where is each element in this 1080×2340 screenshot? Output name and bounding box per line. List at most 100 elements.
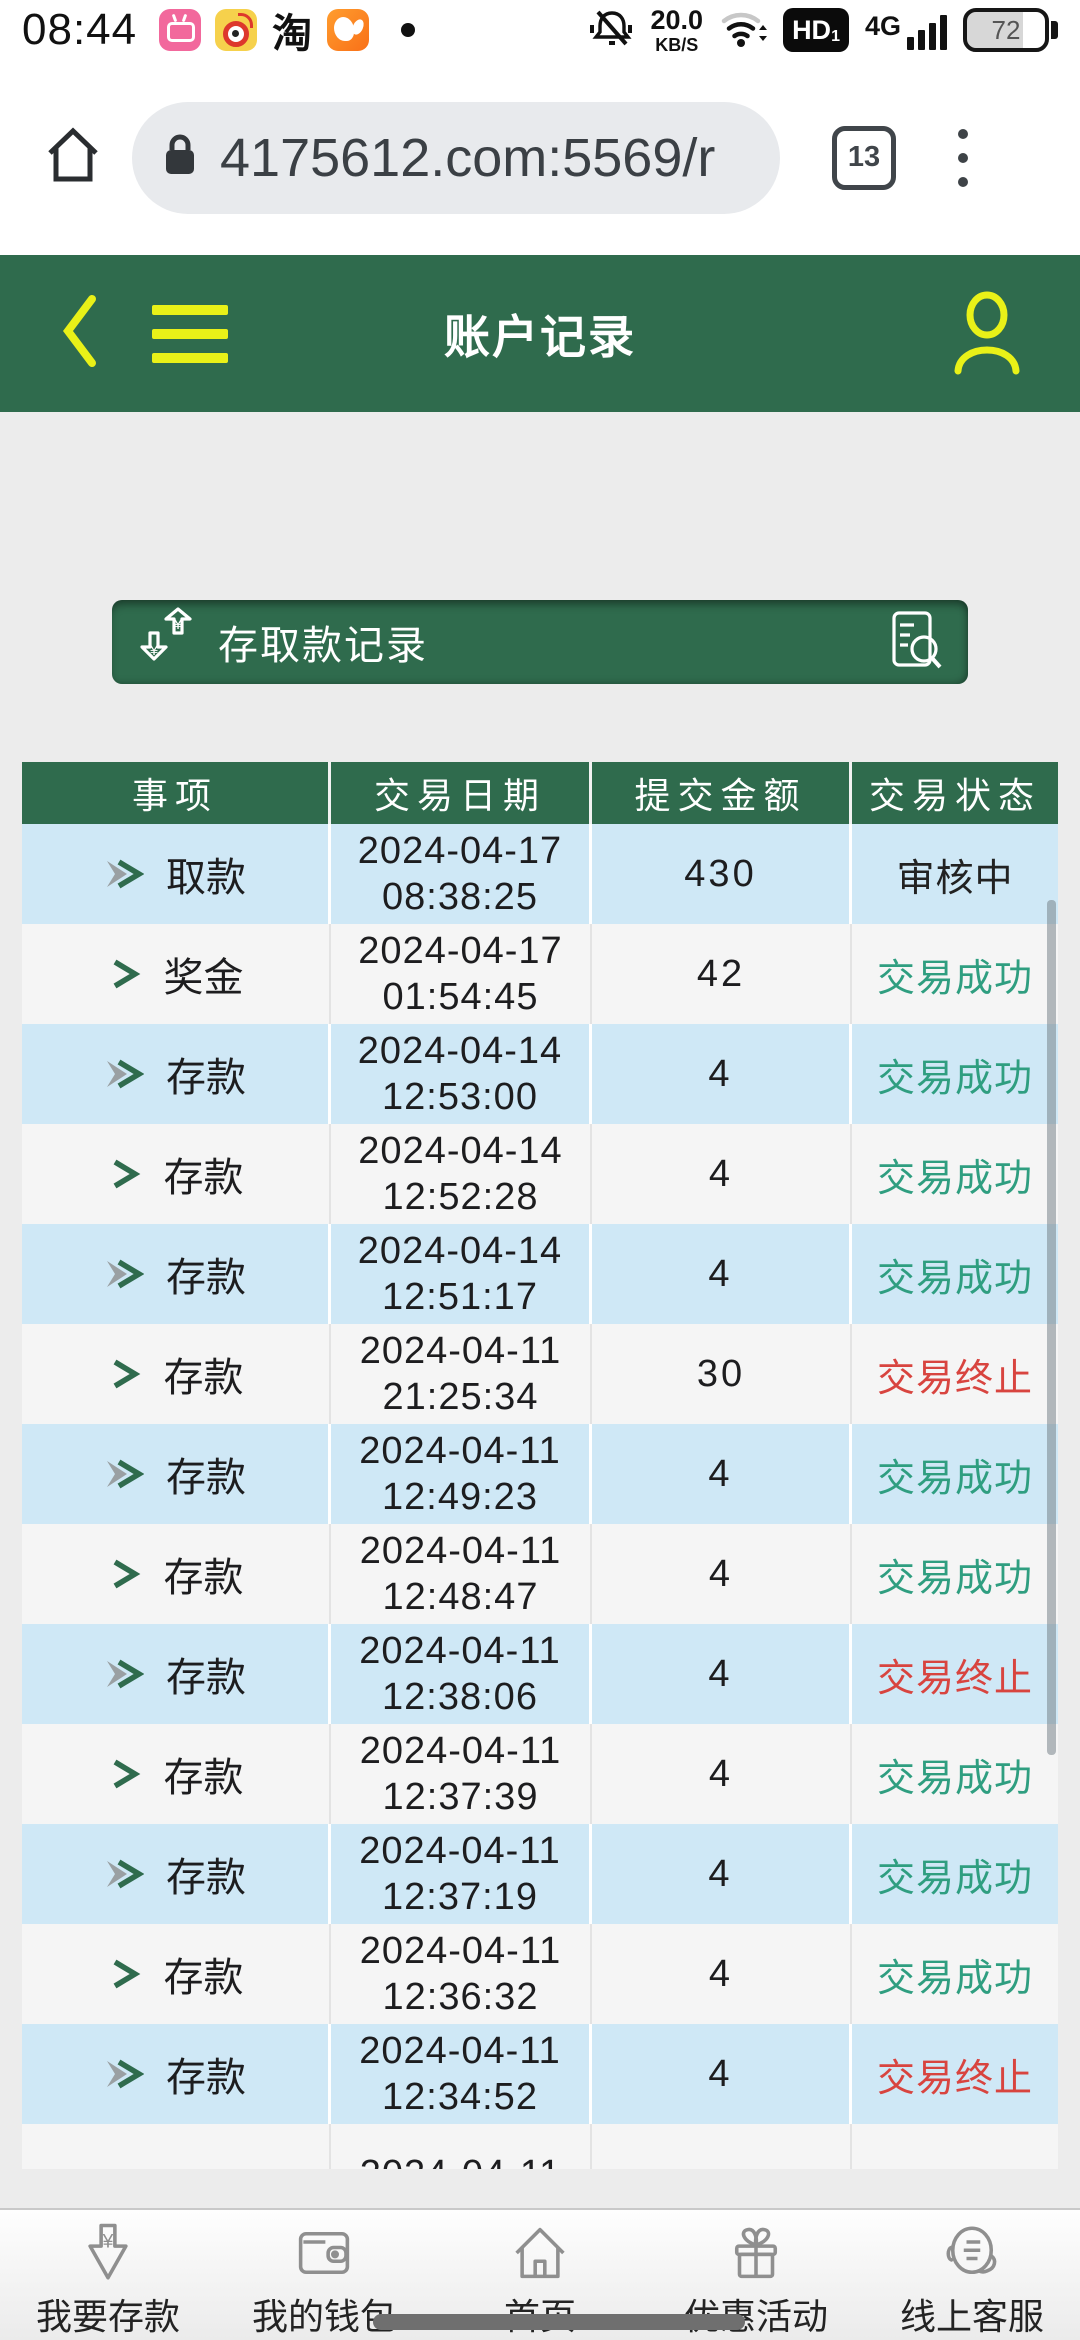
nav-label: 我的钱包 — [251, 2296, 396, 2337]
cell-amount: 4 — [592, 1824, 852, 1924]
browser-home-icon[interactable] — [42, 123, 104, 192]
table-row[interactable]: 存款 2024-04-11 12:48:47 4 交易成功 — [22, 1524, 1058, 1624]
url-bar[interactable]: 4175612.com:5569/r — [132, 101, 780, 214]
profile-icon[interactable] — [946, 287, 1028, 380]
expand-double-arrow-icon[interactable] — [104, 1658, 144, 1690]
bilibili-app-icon — [159, 9, 202, 51]
tab-count-button[interactable]: 13 — [832, 125, 896, 190]
expand-double-arrow-icon[interactable] — [104, 858, 144, 890]
date-value: 2024-04-14 — [357, 1030, 563, 1072]
table-row[interactable]: 存款 2024-04-11 12:34:52 4 交易终止 — [22, 2024, 1058, 2124]
network-speed: 20.0 KB/S — [650, 4, 704, 55]
cell-amount: 4 — [592, 1724, 852, 1824]
col-header-date: 交易日期 — [331, 762, 592, 824]
expand-arrow-icon[interactable] — [108, 1358, 142, 1390]
cell-date: 2024-04-11 12:37:19 — [331, 1824, 592, 1924]
time-value: 12:51:17 — [382, 1276, 538, 1318]
expand-arrow-icon[interactable] — [108, 1558, 142, 1590]
nav-item-promotions[interactable]: 优惠活动 — [648, 2210, 864, 2340]
nav-item-deposit[interactable]: ¥ 我要存款 — [0, 2210, 216, 2340]
table-row[interactable]: 存款 2024-04-11 12:49:23 4 交易成功 — [22, 1424, 1058, 1524]
back-chevron-icon[interactable] — [58, 291, 100, 376]
cell-status: 交易成功 — [876, 1557, 1033, 1600]
time-value: 01:54:45 — [382, 976, 539, 1018]
nav-label: 线上客服 — [899, 2296, 1044, 2337]
date-value: 2024-04-14 — [358, 1130, 563, 1172]
item-label: 存款 — [166, 1056, 246, 1100]
cell-date: 2024-04-11 12:48:47 — [331, 1524, 592, 1624]
col-header-item: 事项 — [22, 762, 331, 824]
cell-item: 存款 — [22, 1624, 331, 1724]
weibo-app-icon — [215, 9, 258, 51]
table-row[interactable]: 存款 2024-04-11 12:37:39 4 交易成功 — [22, 1724, 1058, 1824]
date-value: 2024-04-11 — [360, 2151, 562, 2169]
cell-item — [22, 2124, 331, 2169]
search-records-icon[interactable] — [886, 609, 942, 676]
table-row[interactable]: 存款 2024-04-11 12:38:06 4 交易终止 — [22, 1624, 1058, 1724]
date-value: 2024-04-11 — [359, 2030, 561, 2072]
expand-arrow-icon[interactable] — [108, 1758, 142, 1790]
expand-arrow-icon[interactable] — [108, 1958, 142, 1990]
expand-arrow-icon[interactable] — [108, 1158, 142, 1190]
table-row[interactable]: 存款 2024-04-14 12:51:17 4 交易成功 — [22, 1224, 1058, 1324]
time-value: 12:36:32 — [382, 1976, 539, 2018]
date-value: 2024-04-17 — [357, 830, 563, 872]
cell-amount: 4 — [592, 1924, 852, 2024]
svg-text:¥: ¥ — [173, 616, 183, 633]
clock: 08:44 — [22, 5, 138, 54]
wallet-icon — [291, 2220, 357, 2286]
time-value: 12:48:47 — [382, 1576, 539, 1618]
cell-status: 交易终止 — [876, 1357, 1033, 1400]
cell-status: 交易成功 — [876, 1857, 1033, 1900]
item-label: 存款 — [166, 1856, 246, 1900]
expand-double-arrow-icon[interactable] — [104, 2058, 144, 2090]
page-header: 账户记录 — [0, 255, 1080, 412]
table-row[interactable]: 存款 2024-04-14 12:53:00 4 交易成功 — [22, 1024, 1058, 1124]
nav-item-service[interactable]: 线上客服 — [864, 2210, 1080, 2340]
cell-status: 交易终止 — [876, 2057, 1033, 2100]
uc-browser-app-icon — [327, 9, 370, 51]
records-banner[interactable]: ¥ ¥ 存取款记录 — [112, 600, 968, 684]
table-row-partial[interactable]: 2024-04-11 — [22, 2124, 1058, 2169]
table-row[interactable]: 存款 2024-04-14 12:52:28 4 交易成功 — [22, 1124, 1058, 1224]
expand-arrow-icon[interactable] — [108, 958, 142, 990]
cell-item: 存款 — [22, 1224, 331, 1324]
table-header-row: 事项 交易日期 提交金额 交易状态 — [22, 762, 1058, 824]
expand-double-arrow-icon[interactable] — [104, 1458, 144, 1490]
expand-double-arrow-icon[interactable] — [104, 1258, 144, 1290]
nav-item-wallet[interactable]: 我的钱包 — [216, 2210, 432, 2340]
cell-date: 2024-04-14 12:52:28 — [331, 1124, 592, 1224]
browser-menu-icon[interactable] — [958, 128, 968, 187]
mute-icon — [589, 5, 635, 56]
date-value: 2024-04-11 — [359, 1330, 562, 1372]
table-row[interactable]: 存款 2024-04-11 12:36:32 4 交易成功 — [22, 1924, 1058, 2024]
hamburger-menu-icon[interactable] — [152, 304, 228, 363]
status-icons: 20.0 KB/S HD 1 4G 72 — [589, 4, 1058, 56]
notification-dot-icon — [401, 23, 416, 37]
table-row[interactable]: 取款 2024-04-17 08:38:25 430 审核中 — [22, 824, 1058, 924]
cell-item: 存款 — [22, 1724, 331, 1824]
cell-amount: 4 — [592, 1224, 852, 1324]
time-value: 21:25:34 — [382, 1376, 539, 1418]
cell-status: 审核中 — [896, 857, 1014, 900]
table-row[interactable]: 奖金 2024-04-17 01:54:45 42 交易成功 — [22, 924, 1058, 1024]
cell-amount: 4 — [592, 1024, 852, 1124]
time-value: 12:37:39 — [382, 1776, 539, 1818]
svg-text:¥: ¥ — [149, 642, 159, 659]
cell-date: 2024-04-11 — [331, 2124, 592, 2169]
page-scrollbar[interactable] — [1047, 900, 1056, 1755]
taobao-app-icon: 淘 — [272, 12, 313, 56]
expand-double-arrow-icon[interactable] — [104, 1858, 144, 1890]
cell-date: 2024-04-11 12:49:23 — [331, 1424, 592, 1524]
item-label: 取款 — [166, 856, 246, 900]
gesture-handle[interactable] — [373, 2314, 745, 2330]
cell-item: 奖金 — [22, 924, 331, 1024]
table-row[interactable]: 存款 2024-04-11 12:37:19 4 交易成功 — [22, 1824, 1058, 1924]
nav-label: 我要存款 — [35, 2296, 180, 2337]
table-row[interactable]: 存款 2024-04-11 21:25:34 30 交易终止 — [22, 1324, 1058, 1424]
expand-double-arrow-icon[interactable] — [104, 1058, 144, 1090]
banner-title: 存取款记录 — [218, 624, 428, 668]
item-label: 存款 — [166, 1256, 246, 1300]
date-value: 2024-04-11 — [359, 1530, 562, 1572]
date-value: 2024-04-14 — [357, 1230, 563, 1272]
